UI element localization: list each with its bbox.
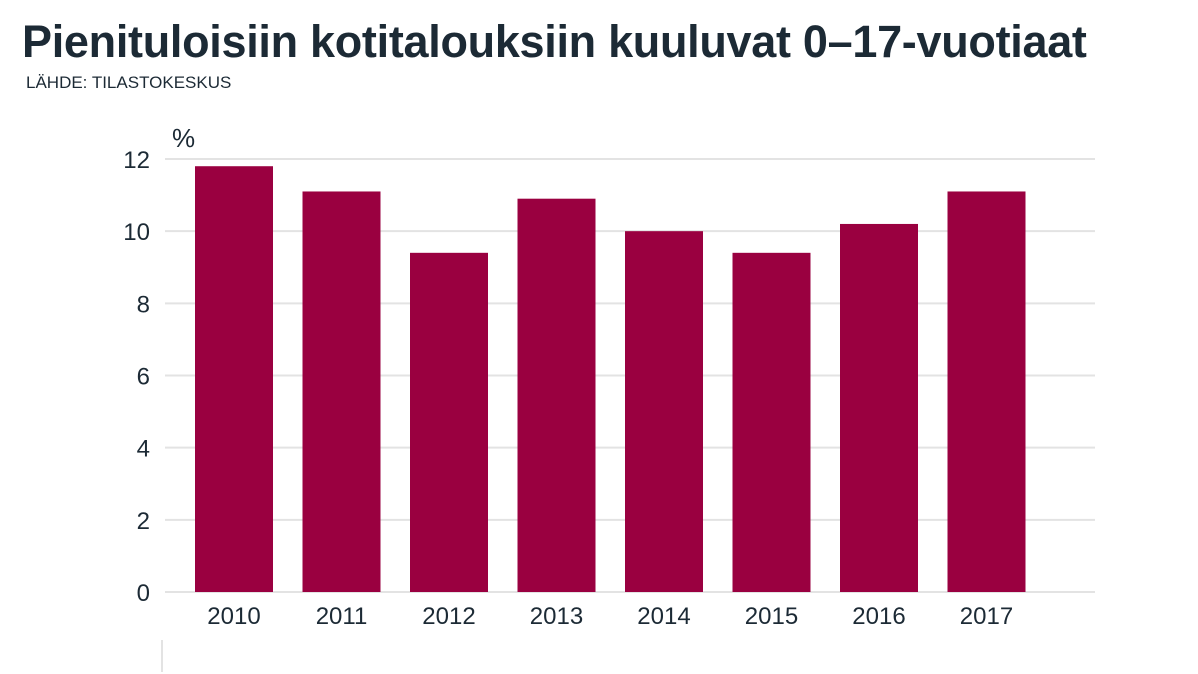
x-tick-label: 2014 [637,603,690,630]
y-tick-label: 4 [137,436,150,463]
y-tick-label: 0 [137,580,150,607]
bar-2017 [947,191,1026,592]
y-tick-label: 8 [137,291,150,318]
y-axis-ticks: 0 2 4 6 8 10 12 [123,147,150,607]
x-axis-ticks: 2010 2011 2012 2013 2014 2015 2016 2017 [207,603,1013,630]
chart-source: LÄHDE: TILASTOKESKUS [26,73,232,92]
chart-title: Pienituloisiin kotitalouksiin kuuluvat 0… [22,16,1087,67]
x-tick-label: 2015 [745,603,798,630]
bar-2013 [517,198,596,593]
y-tick-label: 12 [123,147,150,174]
bar-2012 [410,252,488,593]
x-tick-label: 2016 [852,603,905,630]
y-tick-label: 2 [137,508,150,535]
y-tick-label: 10 [123,219,150,246]
bars [195,166,1026,593]
y-axis-unit-label: % [172,123,195,153]
bar-2015 [732,252,811,593]
bar-2014 [625,231,703,592]
x-tick-label: 2012 [422,603,475,630]
x-tick-label: 2010 [207,603,260,630]
bar-2011 [302,191,381,592]
x-tick-label: 2017 [960,603,1013,630]
bar-2010 [195,166,273,592]
x-tick-label: 2013 [530,603,583,630]
y-tick-label: 6 [137,364,150,391]
bar-2016 [840,223,918,592]
x-tick-label: 2011 [316,603,368,630]
